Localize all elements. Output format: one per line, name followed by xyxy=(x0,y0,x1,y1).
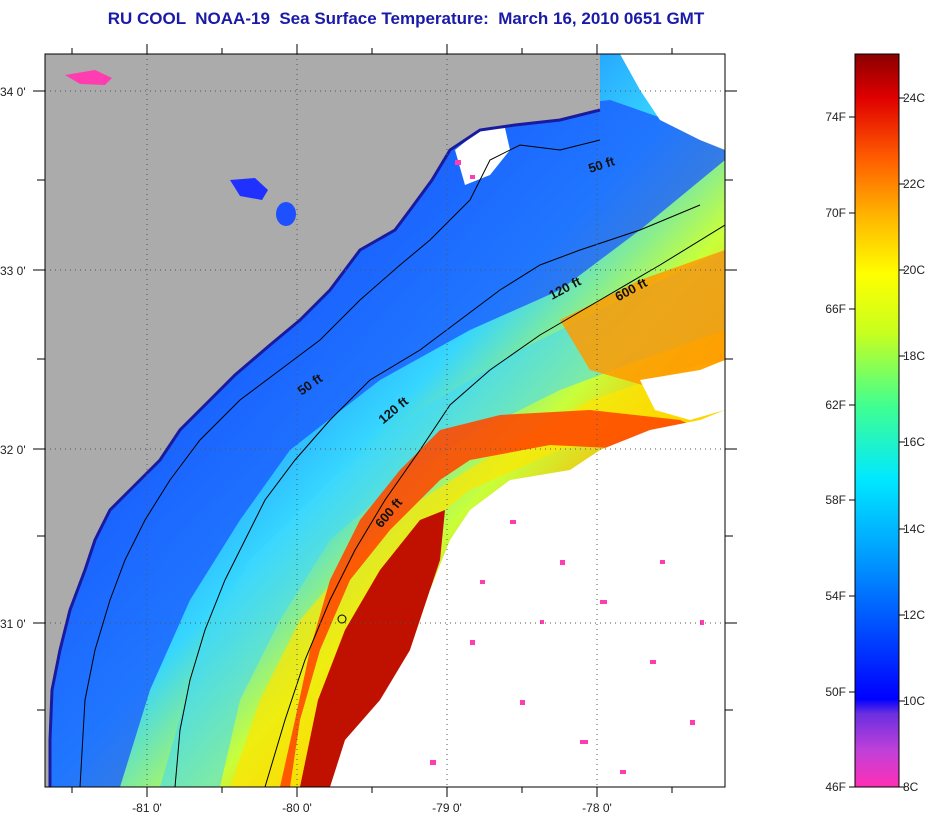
colorbar-c-label: 10C xyxy=(903,694,925,708)
colorbar-ticks xyxy=(849,97,905,788)
colorbar-f-label: 62F xyxy=(825,398,846,412)
inland-lake xyxy=(230,178,268,200)
lon-label: -81 0' xyxy=(132,801,162,815)
map-area: 50 ft 50 ft 120 ft 120 ft 600 ft 600 ft xyxy=(45,54,725,787)
lon-label: -78 0' xyxy=(582,801,612,815)
inland-lake xyxy=(276,202,296,226)
seamount-marker xyxy=(337,614,347,624)
colorbar-c-label: 18C xyxy=(903,349,925,363)
contour-600ft xyxy=(264,224,725,787)
colorbar-c-label: 20C xyxy=(903,263,925,277)
map-ticks xyxy=(33,44,737,797)
colorbar-f-label: 46F xyxy=(825,780,846,794)
colorbar-gradient xyxy=(854,53,900,788)
gulf-stream-band xyxy=(280,410,725,787)
colorbar: 74F 70F 66F 62F 58F 54F 50F 46F 24C 22C … xyxy=(825,53,925,794)
cloud-mask-northeast xyxy=(620,54,725,150)
cloud-mask-north xyxy=(455,128,510,185)
cloud-edge-speckles xyxy=(430,160,704,774)
gulf-stream-core xyxy=(300,510,445,787)
lon-label: -80 0' xyxy=(282,801,312,815)
colorbar-c-label: 12C xyxy=(903,608,925,622)
colorbar-c-label: 14C xyxy=(903,522,925,536)
lat-label: 33 0' xyxy=(0,264,26,278)
colorbar-f-label: 58F xyxy=(825,493,846,507)
land-mass xyxy=(45,54,600,787)
lat-label: 32 0' xyxy=(0,443,26,457)
colorbar-c-label: 8C xyxy=(903,780,919,794)
colorbar-c-label: 24C xyxy=(903,91,925,105)
lat-label: 31 0' xyxy=(0,617,26,631)
lat-label: 34 0' xyxy=(0,85,26,99)
graticule xyxy=(45,54,725,787)
coastline xyxy=(48,108,601,787)
cloud-mask-southeast xyxy=(330,410,725,787)
cloud-mask-east xyxy=(640,360,725,420)
contour-120ft xyxy=(174,204,701,787)
colorbar-f-label: 54F xyxy=(825,589,846,603)
contour-50ft xyxy=(79,139,601,787)
map-title: RU COOL NOAA-19 Sea Surface Temperature:… xyxy=(107,9,705,28)
colorbar-c-label: 22C xyxy=(903,177,925,191)
colorbar-f-label: 74F xyxy=(825,110,846,124)
colorbar-f-label: 50F xyxy=(825,685,846,699)
offshore-warm-patch xyxy=(560,250,725,390)
inland-lake xyxy=(65,70,112,85)
colorbar-c-label: 16C xyxy=(903,435,925,449)
lon-label: -79 0' xyxy=(432,801,462,815)
colorbar-f-label: 66F xyxy=(825,302,846,316)
colorbar-f-label: 70F xyxy=(825,206,846,220)
map-frame xyxy=(44,53,726,788)
cold-nearshore-water xyxy=(45,100,725,787)
